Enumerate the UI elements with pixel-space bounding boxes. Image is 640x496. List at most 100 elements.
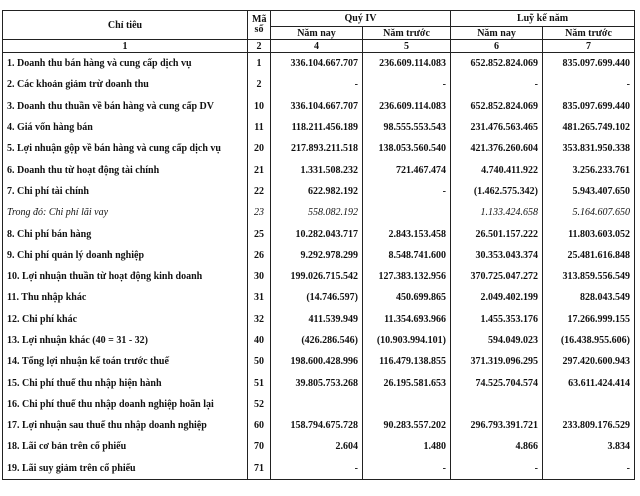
cell-value: [450, 393, 544, 416]
cell-value: 138.053.560.540: [361, 138, 452, 160]
cell-value: -: [361, 457, 452, 480]
row-code: 31: [247, 287, 271, 309]
row-code: 40: [247, 329, 271, 352]
row-code: 32: [247, 308, 271, 330]
header-column: Năm nay: [270, 26, 363, 40]
cell-value: (10.903.994.101): [361, 329, 452, 352]
row-label: 17. Lợi nhuận sau thuế thu nhập doanh ng…: [2, 415, 248, 437]
row-code: 21: [247, 159, 271, 181]
cell-value: [270, 393, 363, 416]
row-code: 26: [247, 244, 271, 266]
row-label: 2. Các khoản giảm trừ doanh thu: [2, 74, 248, 96]
cell-value: 3.834: [542, 436, 636, 458]
table-row: 15. Chi phí thuế thu nhập hiện hành 51 39.…: [2, 372, 636, 394]
cell-value: (14.746.597): [270, 287, 363, 309]
table-row: 12. Chi phí khác 32 411.539.949 11.354.693.…: [2, 308, 636, 330]
cell-value: [542, 393, 636, 416]
table-row: 8. Chi phí bán hàng 25 10.282.043.717 2.843…: [2, 223, 636, 245]
row-code: 20: [247, 138, 271, 160]
column-number: 7: [542, 39, 636, 53]
table-row: 17. Lợi nhuận sau thuế thu nhập doanh ng…: [2, 415, 636, 437]
cell-value: 296.793.391.721: [450, 415, 544, 437]
cell-value: 198.600.428.996: [270, 351, 363, 373]
row-label: 18. Lãi cơ bản trên cổ phiếu: [2, 436, 248, 458]
row-code: 60: [247, 415, 271, 437]
cell-value: 11.803.603.052: [542, 223, 636, 245]
column-number: 2: [247, 39, 271, 53]
cell-value: 236.609.114.083: [361, 95, 452, 117]
row-code: 11: [247, 116, 271, 139]
table-row: 5. Lợi nhuận gộp về bán hàng và cung cấp…: [2, 138, 636, 160]
column-number: 5: [361, 39, 452, 53]
row-code: 22: [247, 180, 271, 203]
cell-value: 30.353.043.374: [450, 244, 544, 266]
header-group: Luỹ kế năm: [450, 10, 636, 27]
cell-value: 17.266.999.155: [542, 308, 636, 330]
row-code: 51: [247, 372, 271, 394]
row-label: 8. Chi phí bán hàng: [2, 223, 248, 245]
cell-value: 127.383.132.956: [361, 265, 452, 288]
row-label: Trong đó: Chi phí lãi vay: [2, 202, 248, 224]
cell-value: 199.026.715.542: [270, 265, 363, 288]
cell-value: 481.265.749.102: [542, 116, 636, 139]
cell-value: 63.611.424.414: [542, 372, 636, 394]
row-label: 4. Giá vốn hàng bán: [2, 116, 248, 139]
row-code: 23: [247, 202, 271, 224]
row-code: 10: [247, 95, 271, 117]
cell-value: -: [270, 74, 363, 96]
cell-value: 835.097.699.440: [542, 95, 636, 117]
cell-value: (16.438.955.606): [542, 329, 636, 352]
cell-value: 5.943.407.650: [542, 180, 636, 203]
cell-value: 652.852.824.069: [450, 52, 544, 75]
table-row: 19. Lãi suy giảm trên cổ phiếu 71- - - -: [2, 457, 636, 480]
cell-value: -: [542, 74, 636, 96]
table-row: 2. Các khoản giảm trừ doanh thu 2- - - -: [2, 74, 636, 96]
cell-value: 370.725.047.272: [450, 265, 544, 288]
cell-value: -: [361, 74, 452, 96]
row-label: 14. Tổng lợi nhuận kế toán trước thuế: [2, 351, 248, 373]
cell-value: (426.286.546): [270, 329, 363, 352]
cell-value: 98.555.553.543: [361, 116, 452, 139]
table-row: 9. Chi phí quản lý doanh nghiệp 26 9.292.9…: [2, 244, 636, 266]
cell-value: 4.740.411.922: [450, 159, 544, 181]
header-code: Mã số: [247, 10, 271, 40]
header-label: Chỉ tiêu: [2, 10, 248, 40]
cell-value: 1.480: [361, 436, 452, 458]
cell-value: 421.376.260.604: [450, 138, 544, 160]
header-column: Năm nay: [450, 26, 544, 40]
cell-value: 371.319.096.295: [450, 351, 544, 373]
table-row: 1. Doanh thu bán hàng và cung cấp dịch v…: [2, 52, 636, 75]
table-row: 3. Doanh thu thuần về bán hàng và cung c…: [2, 95, 636, 117]
row-code: 71: [247, 457, 271, 480]
row-label: 5. Lợi nhuận gộp về bán hàng và cung cấp…: [2, 138, 248, 160]
cell-value: 1.133.424.658: [450, 202, 544, 224]
cell-value: -: [450, 457, 544, 480]
header-group: Quý IV: [269, 10, 452, 27]
cell-value: 25.481.616.848: [542, 244, 636, 266]
header-column: Năm trước: [542, 26, 636, 40]
row-code: 2: [247, 74, 271, 96]
table-row: 18. Lãi cơ bản trên cổ phiếu 70 2.604 1.480…: [2, 436, 636, 458]
table-row: 16. Chi phí thuế thu nhập doanh nghiệp h…: [2, 393, 636, 416]
column-number: 1: [2, 39, 248, 53]
cell-value: 1.331.508.232: [270, 159, 363, 181]
cell-value: 2.049.402.199: [450, 287, 544, 309]
cell-value: 594.049.023: [450, 329, 544, 352]
cell-value: 411.539.949: [270, 308, 363, 330]
cell-value: 158.794.675.728: [270, 415, 363, 437]
cell-value: 39.805.753.268: [270, 372, 363, 394]
cell-value: 3.256.233.761: [542, 159, 636, 181]
cell-value: 233.809.176.529: [542, 415, 636, 437]
cell-value: 74.525.704.574: [450, 372, 544, 394]
row-code: 25: [247, 223, 271, 245]
cell-value: 8.548.741.600: [361, 244, 452, 266]
row-label: 11. Thu nhập khác: [2, 287, 248, 309]
table-body: 1. Doanh thu bán hàng và cung cấp dịch v…: [2, 52, 636, 480]
cell-value: 835.097.699.440: [542, 52, 636, 75]
cell-value: 721.467.474: [361, 159, 452, 181]
cell-value: 5.164.607.650: [542, 202, 636, 224]
cell-value: 2.604: [270, 436, 363, 458]
row-code: 30: [247, 265, 271, 288]
cell-value: 2.843.153.458: [361, 223, 452, 245]
cell-value: 236.609.114.083: [361, 52, 452, 75]
